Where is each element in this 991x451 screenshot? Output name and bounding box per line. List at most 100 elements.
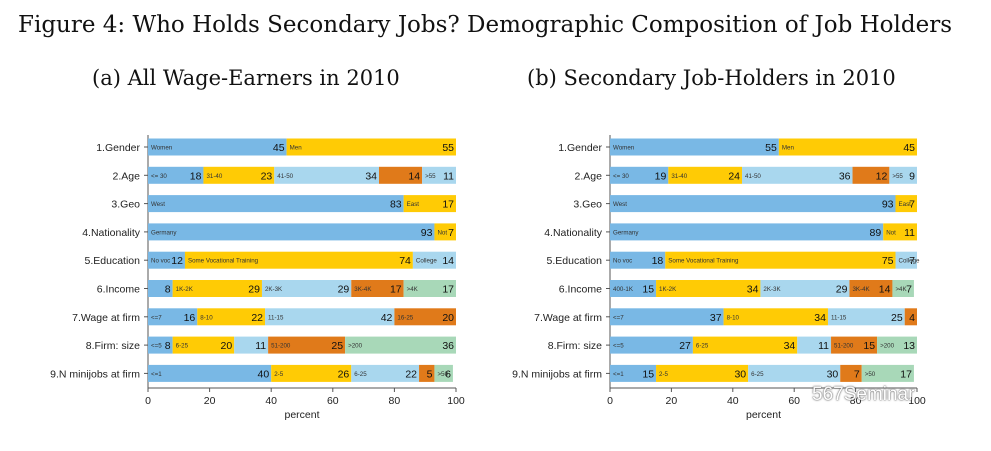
x-tick-label: 60 bbox=[327, 395, 339, 407]
segment-value-label: 4 bbox=[909, 312, 915, 324]
bar-segment-2-age-4 bbox=[422, 166, 456, 184]
segment-value-label: 34 bbox=[784, 340, 796, 352]
segment-value-label: 7 bbox=[909, 255, 915, 267]
bar-segment-4-nationality-0 bbox=[148, 223, 435, 241]
segment-category-label: 16-25 bbox=[397, 314, 413, 321]
bar-segment-5-education-2 bbox=[895, 251, 917, 269]
segment-category-label: Some Vocational Training bbox=[188, 258, 259, 265]
segment-value-label: 22 bbox=[405, 368, 417, 380]
bar-segment-1-gender-1 bbox=[286, 138, 456, 156]
x-axis-title: percent bbox=[284, 409, 319, 421]
bar-segment-3-geo-1 bbox=[895, 195, 917, 213]
segment-category-label: >200 bbox=[348, 343, 362, 350]
segment-value-label: 29 bbox=[836, 284, 848, 296]
segment-value-label: 14 bbox=[442, 255, 454, 267]
segment-category-label: >55 bbox=[425, 173, 436, 180]
x-tick-label: 100 bbox=[908, 395, 926, 407]
bar-segment-6-income-0 bbox=[610, 280, 657, 297]
segment-value-label: 12 bbox=[171, 255, 183, 267]
bar-segment-6-income-1 bbox=[656, 280, 761, 297]
x-tick-label: 100 bbox=[447, 395, 465, 407]
segment-category-label: Not bbox=[437, 229, 447, 236]
segment-category-label: 6-25 bbox=[176, 343, 189, 350]
bar-segment-2-age-3 bbox=[379, 166, 423, 184]
bar-segment-8-firm-size-1 bbox=[172, 336, 235, 354]
segment-value-label: 15 bbox=[863, 340, 875, 352]
bar-segment-8-firm-size-3 bbox=[268, 336, 346, 354]
bar-segment-6-income-0 bbox=[148, 280, 173, 297]
segment-value-label: 34 bbox=[365, 170, 377, 182]
segment-value-label: 14 bbox=[879, 284, 891, 296]
segment-value-label: 7 bbox=[909, 199, 915, 211]
x-axis-title: percent bbox=[746, 409, 781, 421]
segment-category-label: <=1 bbox=[613, 371, 624, 378]
segment-category-label: 31-40 bbox=[206, 173, 222, 180]
segment-category-label: No voc bbox=[151, 258, 170, 265]
segment-category-label: 2K-3K bbox=[265, 286, 283, 293]
segment-category-label: 2K-3K bbox=[763, 286, 781, 293]
x-tick-label: 60 bbox=[788, 395, 800, 407]
segment-value-label: 8 bbox=[165, 284, 171, 296]
figure-title: Figure 4: Who Holds Secondary Jobs? Demo… bbox=[18, 12, 952, 38]
segment-value-label: 17 bbox=[900, 368, 912, 380]
segment-value-label: 55 bbox=[442, 142, 454, 154]
segment-value-label: 27 bbox=[679, 340, 691, 352]
category-label: 1.Gender bbox=[96, 142, 140, 154]
bar-segment-5-education-0 bbox=[610, 251, 666, 269]
bar-segment-9-n-minijobs-at-firm-1 bbox=[271, 364, 352, 382]
segment-value-label: 75 bbox=[882, 255, 894, 267]
segment-category-label: 2-5 bbox=[274, 371, 284, 378]
segment-category-label: 11-15 bbox=[831, 314, 847, 321]
segment-category-label: 1K-2K bbox=[659, 286, 677, 293]
segment-value-label: 6 bbox=[445, 368, 451, 380]
segment-value-label: 9 bbox=[909, 170, 915, 182]
segment-value-label: 36 bbox=[442, 340, 454, 352]
segment-category-label: >200 bbox=[880, 343, 894, 350]
segment-category-label: 400-1K bbox=[613, 286, 634, 293]
bar-segment-2-age-4 bbox=[889, 166, 917, 184]
category-label: 4.Nationality bbox=[82, 227, 141, 239]
bar-segment-9-n-minijobs-at-firm-3 bbox=[840, 364, 862, 382]
segment-value-label: 12 bbox=[876, 170, 888, 182]
segment-value-label: 7 bbox=[906, 284, 912, 296]
category-label: 2.Age bbox=[575, 170, 603, 182]
bar-segment-1-gender-1 bbox=[778, 138, 917, 156]
segment-value-label: 8 bbox=[165, 340, 171, 352]
segment-value-label: 40 bbox=[258, 368, 270, 380]
category-label: 5.Education bbox=[547, 255, 603, 267]
segment-value-label: 25 bbox=[891, 312, 903, 324]
segment-category-label: Women bbox=[613, 145, 635, 152]
bar-segment-9-n-minijobs-at-firm-3 bbox=[419, 364, 435, 382]
bar-segment-7-wage-at-firm-3 bbox=[394, 308, 456, 326]
x-tick-label: 80 bbox=[850, 395, 862, 407]
segment-value-label: 17 bbox=[442, 199, 454, 211]
segment-value-label: 45 bbox=[903, 142, 915, 154]
category-label: 4.Nationality bbox=[544, 227, 603, 239]
segment-category-label: East bbox=[407, 201, 420, 208]
x-tick-label: 20 bbox=[666, 395, 678, 407]
segment-value-label: 24 bbox=[728, 170, 740, 182]
segment-value-label: 29 bbox=[248, 284, 260, 296]
x-tick-label: 80 bbox=[389, 395, 401, 407]
segment-value-label: 42 bbox=[381, 312, 393, 324]
segment-category-label: West bbox=[151, 201, 165, 208]
segment-category-label: Germany bbox=[613, 229, 639, 236]
segment-value-label: 45 bbox=[273, 142, 285, 154]
bar-segment-8-firm-size-4 bbox=[345, 336, 456, 354]
segment-category-label: Some Vocational Training bbox=[668, 258, 739, 265]
segment-value-label: 93 bbox=[882, 199, 894, 211]
bar-segment-3-geo-1 bbox=[403, 195, 456, 213]
bar-segment-8-firm-size-0 bbox=[610, 336, 693, 354]
segment-value-label: 11 bbox=[818, 340, 829, 352]
segment-value-label: 11 bbox=[443, 170, 454, 182]
segment-category-label: College bbox=[899, 258, 921, 265]
panel-a-title: (a) All Wage-Earners in 2010 bbox=[92, 66, 400, 90]
bar-segment-2-age-0 bbox=[148, 166, 204, 184]
category-label: 3.Geo bbox=[573, 199, 602, 211]
segment-value-label: 74 bbox=[399, 255, 411, 267]
bar-segment-5-education-0 bbox=[148, 251, 185, 269]
bar-segment-2-age-1 bbox=[668, 166, 743, 184]
segment-value-label: 5 bbox=[427, 368, 433, 380]
segment-value-label: 93 bbox=[421, 227, 433, 239]
segment-value-label: 25 bbox=[331, 340, 343, 352]
